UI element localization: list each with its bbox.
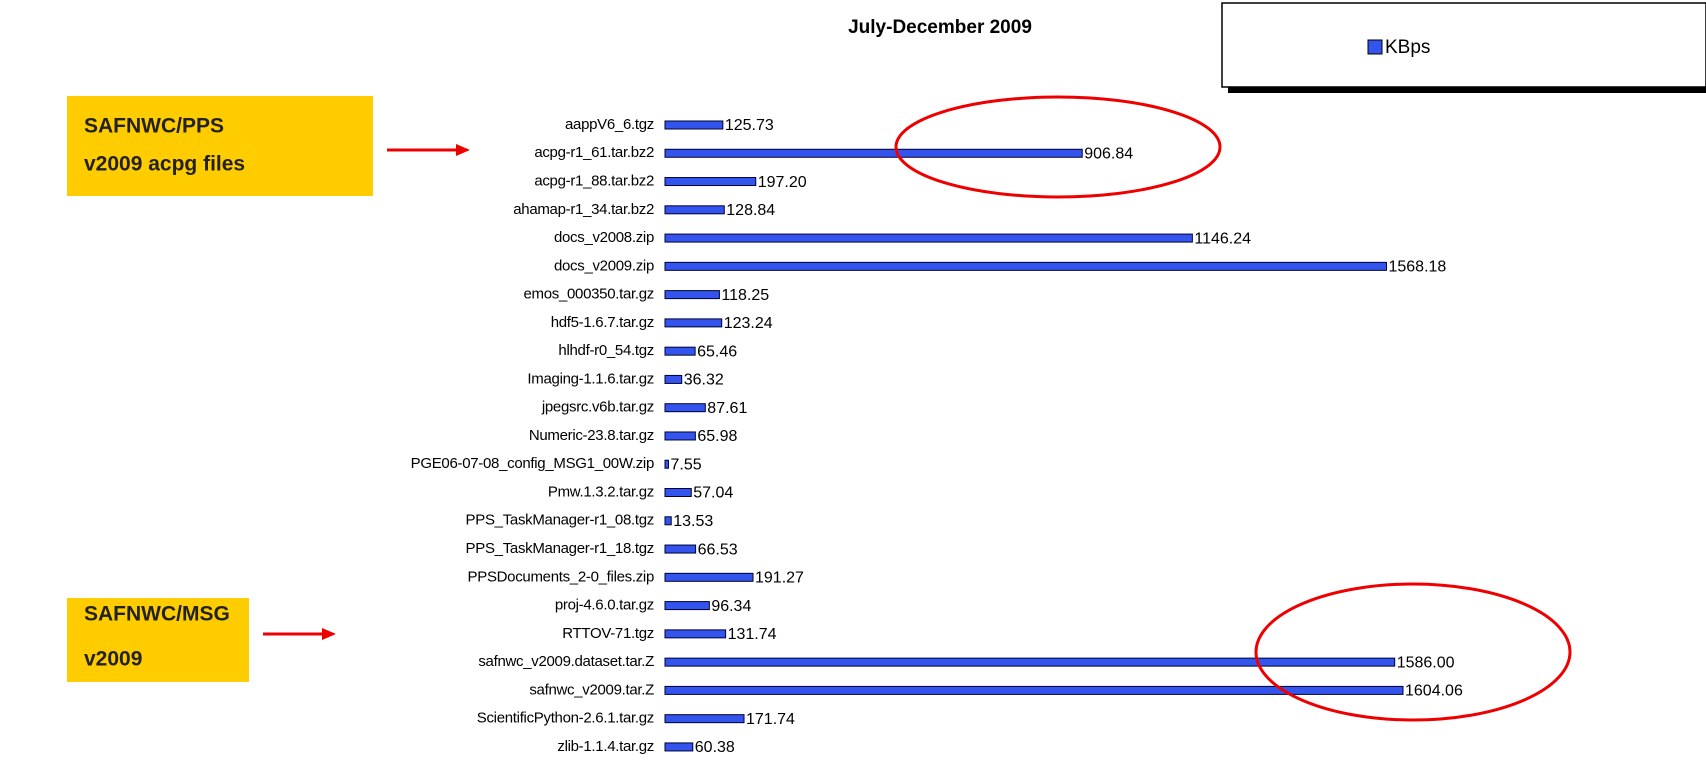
bar	[664, 629, 727, 639]
y-tick-label: docs_v2008.zip	[554, 229, 654, 246]
bar	[664, 544, 697, 554]
y-tick-label: PGE06-07-08_config_MSG1_00W.zip	[411, 455, 654, 472]
y-tick-label: hdf5-1.6.7.tar.gz	[551, 314, 654, 331]
highlight-ellipse	[894, 95, 1222, 199]
bar	[664, 318, 723, 328]
annotation-text: SAFNWC/PPS	[84, 115, 224, 138]
data-label: 66.53	[698, 541, 738, 558]
bar	[664, 177, 757, 187]
arrow-head	[322, 628, 336, 640]
y-tick-label: Pmw.1.3.2.tar.gz	[548, 483, 654, 500]
y-tick-label: PPS_TaskManager-r1_08.tgz	[466, 512, 654, 529]
bar	[664, 488, 692, 498]
bar	[664, 685, 1404, 695]
data-label: 197.20	[758, 174, 807, 191]
bar	[664, 657, 1396, 667]
data-label: 125.73	[725, 117, 774, 134]
y-tick-label: PPSDocuments_2-0_files.zip	[468, 568, 654, 585]
data-label: 57.04	[693, 485, 733, 502]
data-label: 1586.00	[1397, 654, 1455, 671]
data-label: 191.27	[755, 570, 804, 587]
data-label: 1604.06	[1405, 683, 1463, 700]
bar	[664, 261, 1387, 271]
bar	[664, 459, 669, 469]
bar	[664, 233, 1193, 243]
annotation-box	[67, 96, 373, 196]
legend-box	[1221, 2, 1706, 88]
y-tick-label: jpegsrc.v6b.tar.gz	[541, 399, 654, 416]
data-label: 87.61	[707, 400, 747, 417]
legend-label: KBps	[1385, 37, 1430, 58]
data-label: 1146.24	[1194, 230, 1251, 247]
data-label: 118.25	[721, 287, 769, 304]
bar	[664, 403, 706, 413]
bar	[664, 346, 696, 356]
annotation-box	[67, 598, 249, 682]
y-tick-label: emos_000350.tar.gz	[523, 286, 654, 303]
data-label: 123.24	[724, 315, 773, 332]
y-tick-label: aappV6_6.tgz	[565, 116, 654, 133]
data-label: 171.74	[746, 711, 795, 728]
y-tick-label: PPS_TaskManager-r1_18.tgz	[466, 540, 654, 557]
legend-swatch	[1367, 39, 1383, 55]
y-tick-label: acpg-r1_61.tar.bz2	[534, 144, 654, 161]
y-tick-label: proj-4.6.0.tar.gz	[555, 597, 654, 614]
y-tick-label: ScientificPython-2.6.1.tar.gz	[477, 710, 654, 727]
chart-title: July-December 2009	[848, 17, 1032, 38]
data-label: 1568.18	[1388, 259, 1446, 276]
data-label: 65.46	[697, 343, 737, 360]
bars: aappV6_6.tgz 125.73 acpg-r1_61.tar.bz2 906.…	[411, 116, 1463, 756]
y-tick-label: ahamap-r1_34.tar.bz2	[513, 201, 654, 218]
y-tick-label: acpg-r1_88.tar.bz2	[534, 173, 654, 190]
y-tick-label: Numeric-23.8.tar.gz	[529, 427, 654, 444]
annotation-text: v2009 acpg files	[84, 153, 245, 176]
bar	[664, 431, 696, 441]
bar	[664, 714, 745, 724]
data-label: 96.34	[711, 598, 751, 615]
data-label: 36.32	[684, 372, 724, 389]
data-label: 13.53	[673, 513, 713, 530]
annotation-text: v2009	[84, 648, 142, 671]
bar	[664, 742, 694, 752]
y-tick-label: docs_v2009.zip	[554, 257, 654, 274]
y-tick-label: safnwc_v2009.dataset.tar.Z	[478, 653, 654, 670]
y-tick-label: safnwc_v2009.tar.Z	[529, 681, 654, 698]
data-label: 7.55	[670, 456, 701, 473]
bar	[664, 120, 724, 130]
data-label: 65.98	[697, 428, 737, 445]
y-tick-label: Imaging-1.1.6.tar.gz	[527, 370, 654, 387]
data-label: 131.74	[728, 626, 777, 643]
bar	[664, 290, 720, 300]
annotation-text: SAFNWC/MSG	[84, 603, 230, 626]
bar	[664, 601, 710, 611]
data-label: 906.84	[1084, 145, 1133, 162]
bar	[664, 572, 754, 582]
bar	[664, 205, 725, 215]
data-label: 60.38	[695, 739, 735, 756]
y-tick-label: zlib-1.1.4.tar.gz	[557, 738, 654, 755]
y-tick-label: RTTOV-71.tgz	[562, 625, 654, 642]
highlight-ellipse	[1254, 582, 1572, 722]
y-tick-label: hlhdf-r0_54.tgz	[558, 342, 654, 359]
bar	[664, 374, 683, 384]
arrow-head	[456, 144, 470, 156]
bar	[664, 148, 1083, 158]
bar	[664, 516, 672, 526]
data-label: 128.84	[726, 202, 775, 219]
